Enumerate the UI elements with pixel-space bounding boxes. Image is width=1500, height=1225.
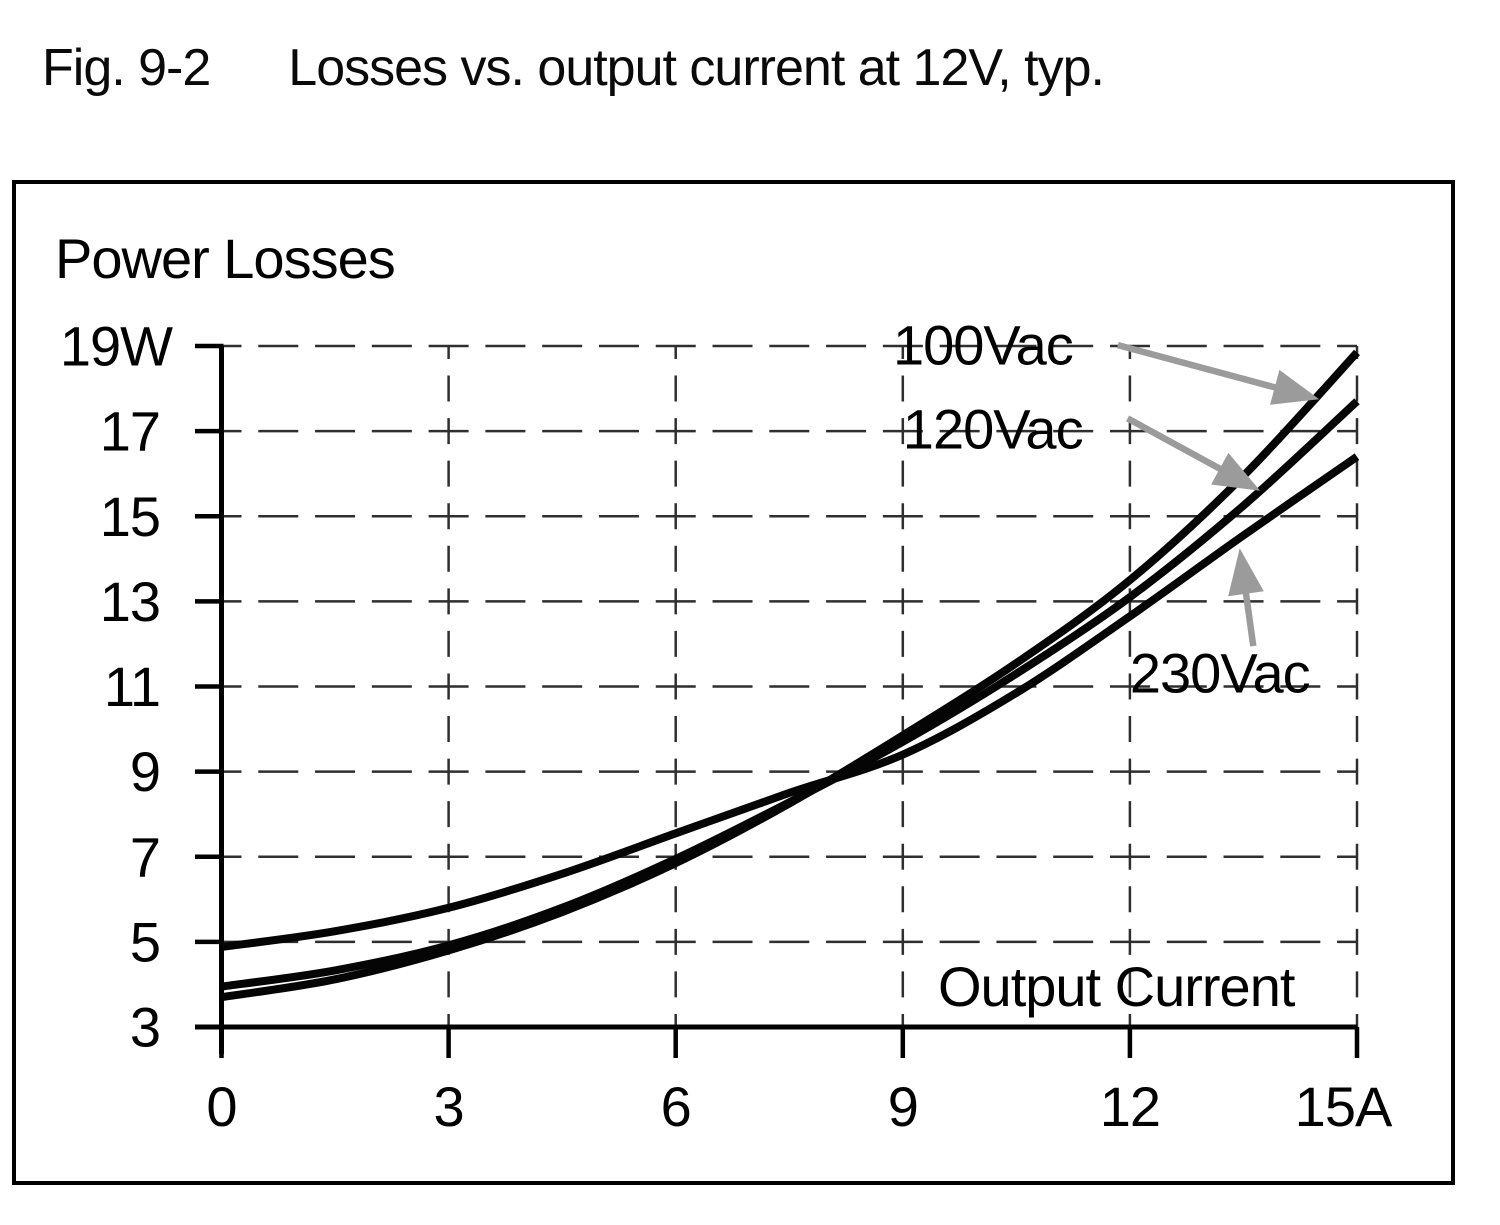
y-tick-label: 19W: [60, 315, 173, 378]
y-axis-title: Power Losses: [55, 227, 395, 290]
chart-frame: [12, 180, 1455, 1185]
annotation-arrowhead-icon: [1228, 548, 1264, 597]
x-tick-label: 9: [888, 1075, 918, 1138]
y-tick-label: 9: [130, 740, 160, 803]
annotation-arrowhead-icon: [1270, 369, 1320, 405]
figure-title: Fig. 9-2 Losses vs. output current at 12…: [42, 38, 1105, 98]
figure-number: Fig. 9-2: [42, 39, 211, 97]
curve-label-1: 120Vac: [903, 398, 1083, 461]
annotation-arrow-shaft: [1126, 415, 1229, 476]
figure-caption: Losses vs. output current at 12V, typ.: [288, 39, 1105, 97]
annotation-arrow-shaft: [1241, 585, 1257, 647]
grid-layer: [221, 344, 1359, 1027]
y-tick-label: 7: [130, 825, 160, 888]
x-tick-label: 6: [661, 1075, 691, 1138]
curve-label-2: 230Vac: [1130, 641, 1310, 704]
y-tick-label: 11: [104, 655, 160, 718]
y-tick-label: 3: [130, 996, 160, 1059]
y-tick-label: 15: [100, 485, 160, 548]
curves-layer: [220, 349, 1360, 1002]
x-tick-label: 0: [206, 1075, 236, 1138]
y-tick-label: 17: [100, 400, 160, 463]
y-tick-label: 5: [130, 910, 160, 973]
arrows-layer: [1116, 341, 1320, 647]
annotation-arrowhead-icon: [1211, 452, 1261, 491]
curve-120Vac: [220, 398, 1360, 991]
curve-label-0: 100Vac: [893, 314, 1073, 377]
labels-layer: Power Losses Output Current 100Vac 120Va…: [55, 227, 1394, 1138]
x-axis-title: Output Current: [938, 955, 1296, 1018]
curve-230Vac: [220, 453, 1360, 951]
annotation-arrow-shaft: [1116, 341, 1284, 393]
x-tick-label: 12: [1100, 1075, 1160, 1138]
y-tick-label: 13: [100, 570, 160, 633]
axes-layer: [195, 343, 1360, 1058]
x-tick-label: 15A: [1295, 1075, 1393, 1138]
x-tick-label: 3: [434, 1075, 464, 1138]
